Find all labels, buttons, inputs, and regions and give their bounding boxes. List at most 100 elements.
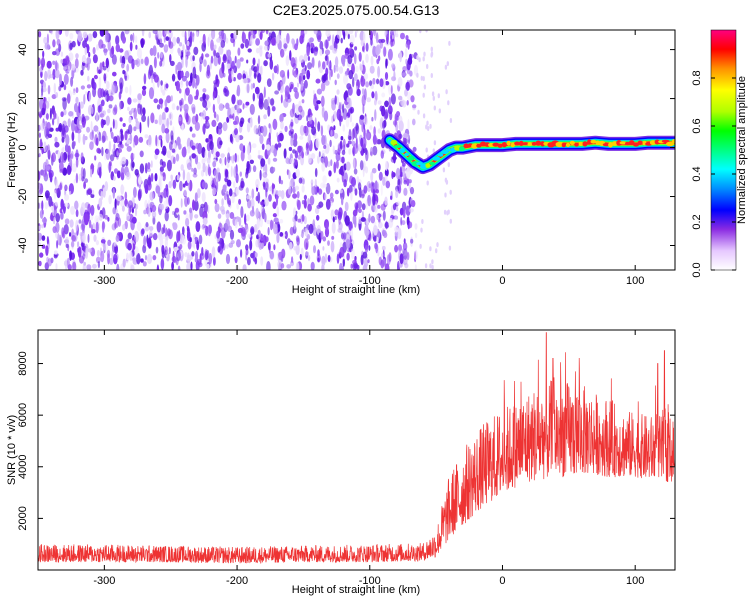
noise-cell	[169, 141, 173, 151]
noise-cell	[150, 160, 153, 168]
noise-cell	[202, 33, 206, 45]
signal-trace-cell	[654, 139, 660, 145]
noise-cell	[245, 244, 249, 251]
noise-cell	[309, 195, 315, 206]
noise-cell	[320, 125, 324, 137]
snr-panel: -300 -200 -100 0 100 2000 4000 6000 8000 Height…	[6, 329, 676, 596]
noise-cell	[378, 221, 383, 229]
noise-cell	[136, 48, 143, 59]
signal-trace	[382, 133, 675, 175]
noise-cell	[343, 232, 347, 240]
noise-cell	[397, 76, 403, 87]
noise-cell	[153, 98, 159, 104]
noise-cell	[68, 52, 74, 62]
noise-cell	[225, 37, 229, 44]
noise-cell	[186, 254, 192, 262]
noise-cell	[429, 263, 432, 269]
noise-cell	[185, 80, 189, 87]
noise-cell	[273, 217, 279, 223]
noise-cell	[178, 143, 181, 150]
noise-cell	[375, 45, 380, 56]
noise-cell	[234, 55, 237, 64]
noise-cell	[121, 205, 125, 212]
noise-cell	[212, 187, 217, 196]
noise-cell	[249, 239, 253, 251]
noise-cell	[164, 246, 168, 256]
noise-cell	[219, 67, 224, 79]
signal-trace-cell	[425, 163, 431, 168]
noise-cell	[346, 96, 350, 103]
noise-cell	[54, 178, 59, 190]
noise-cell	[113, 241, 117, 247]
noise-cell	[381, 253, 384, 258]
noise-cell	[371, 116, 374, 122]
spectrogram-y-tick-label: 40	[17, 43, 29, 55]
noise-cell	[67, 145, 71, 156]
noise-cell	[178, 88, 182, 94]
noise-cell	[422, 113, 426, 119]
spectrogram-x-axis: -300 -200 -100 0 100	[93, 30, 644, 287]
noise-cell	[220, 156, 224, 166]
noise-cell	[376, 214, 379, 221]
noise-cell	[252, 165, 257, 173]
noise-cell	[43, 97, 46, 103]
noise-cell	[99, 30, 105, 37]
noise-cell	[45, 100, 50, 109]
noise-cell	[339, 262, 343, 270]
spectrogram-x-tick-label: 0	[499, 275, 505, 287]
noise-cell	[225, 253, 231, 265]
noise-cell	[371, 91, 375, 99]
noise-cell	[75, 53, 79, 59]
noise-cell	[210, 175, 213, 186]
noise-cell	[317, 257, 320, 262]
noise-cell	[64, 218, 70, 225]
noise-cell	[236, 154, 240, 162]
noise-cell	[247, 233, 252, 238]
noise-cell	[378, 256, 382, 266]
noise-cell	[77, 241, 80, 248]
noise-cell	[259, 216, 264, 228]
noise-cell	[170, 60, 175, 67]
signal-trace-cell	[510, 142, 515, 148]
noise-cell	[273, 148, 278, 157]
noise-cell	[375, 243, 379, 254]
noise-cell	[191, 237, 196, 248]
noise-cell	[259, 169, 262, 181]
noise-cell	[331, 221, 336, 234]
noise-cell	[64, 184, 68, 192]
noise-cell	[82, 40, 88, 49]
noise-cell	[353, 126, 358, 139]
noise-cell	[117, 217, 122, 227]
noise-cell	[343, 74, 348, 85]
noise-cell	[292, 149, 296, 154]
snr-x-tick-label: 100	[626, 575, 644, 587]
noise-cell	[70, 76, 74, 87]
noise-cell	[177, 265, 181, 270]
noise-cell	[391, 63, 396, 69]
noise-cell	[280, 120, 284, 130]
noise-cell	[152, 233, 158, 241]
noise-cell	[330, 69, 333, 78]
noise-cell	[134, 230, 139, 243]
noise-cell	[132, 257, 137, 262]
noise-cell	[62, 230, 66, 239]
noise-cell	[162, 89, 166, 96]
noise-cell	[65, 243, 69, 248]
noise-cell	[363, 127, 366, 140]
noise-cell	[76, 118, 80, 127]
noise-cell	[162, 234, 166, 240]
noise-cell	[370, 146, 374, 157]
noise-cell	[185, 56, 188, 68]
signal-trace-cell	[561, 142, 566, 148]
noise-cell	[250, 83, 254, 90]
noise-cell	[305, 142, 309, 149]
noise-cell	[246, 59, 249, 64]
noise-cell	[246, 122, 251, 133]
noise-cell	[120, 166, 125, 178]
noise-cell	[47, 84, 51, 95]
noise-cell	[412, 118, 416, 126]
noise-cell	[100, 239, 106, 244]
noise-cell	[370, 171, 374, 182]
noise-cell	[148, 31, 151, 39]
noise-cell	[376, 236, 379, 244]
